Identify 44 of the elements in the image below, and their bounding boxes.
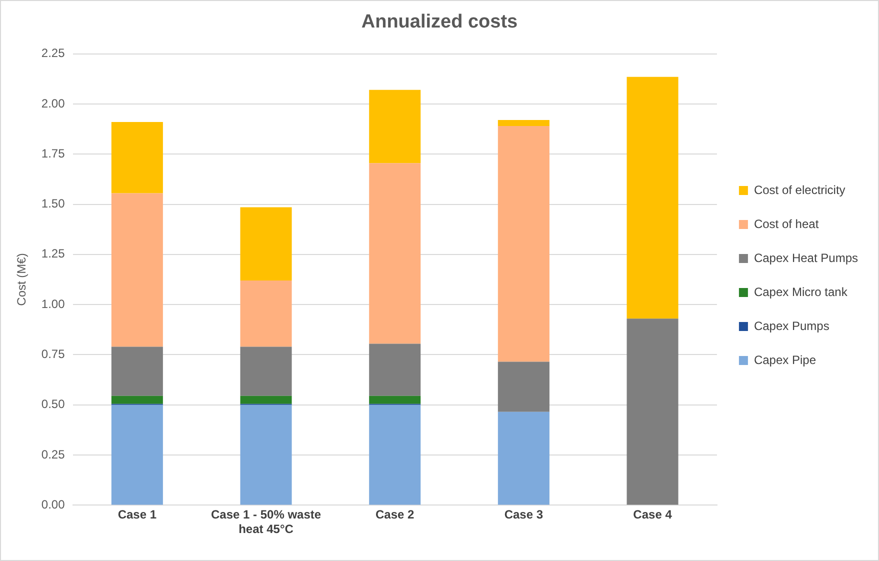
y-axis-title: Cost (M€): [14, 253, 29, 306]
x-tick-label: Case 3: [504, 508, 544, 522]
bar: [369, 404, 421, 505]
bar: [626, 76, 678, 319]
y-tick-label: 1.25: [41, 246, 66, 261]
y-tick-label: 0.25: [41, 447, 66, 462]
x-tick-label: Case 2: [376, 508, 415, 522]
legend-label: Cost of heat: [754, 216, 820, 231]
legend-label: Capex Pipe: [754, 352, 816, 367]
bar: [498, 126, 550, 362]
bar: [369, 90, 421, 164]
x-tick-label: Case 4: [633, 508, 672, 522]
bar: [240, 396, 292, 404]
y-tick-label: 0.75: [41, 347, 66, 362]
y-tick-label: 2.25: [41, 46, 66, 60]
bar: [240, 346, 292, 396]
bar: [111, 193, 163, 347]
bar: [111, 122, 163, 194]
y-tick-label: 0.50: [41, 397, 66, 412]
x-tick-label: Case 1: [118, 508, 157, 522]
y-tick-label: 0.00: [41, 498, 66, 512]
bar: [369, 163, 421, 344]
bar: [111, 346, 163, 396]
legend-label: Cost of electricity: [754, 182, 846, 197]
y-tick-label: 1.00: [41, 296, 66, 311]
y-tick-label: 2.00: [41, 96, 66, 110]
bar: [498, 362, 550, 412]
x-tick-label: Case 1 - 50% waste heat 45°C: [210, 508, 322, 536]
y-tick-label: 1.50: [41, 196, 66, 211]
legend-label: Capex Pumps: [754, 318, 830, 333]
bar: [240, 404, 292, 505]
bar: [369, 344, 421, 396]
legend-label: Capex Micro tank: [754, 284, 848, 299]
chart-title: Annualized costs: [361, 12, 518, 33]
bar: [626, 318, 678, 505]
bar: [498, 120, 550, 126]
bar: [369, 396, 421, 404]
bar: [111, 396, 163, 404]
bar: [240, 280, 292, 347]
bar: [111, 404, 163, 505]
y-tick-label: 1.75: [41, 146, 66, 160]
bar: [498, 412, 550, 505]
bar: [240, 207, 292, 281]
legend-label: Capex Heat Pumps: [754, 250, 858, 265]
